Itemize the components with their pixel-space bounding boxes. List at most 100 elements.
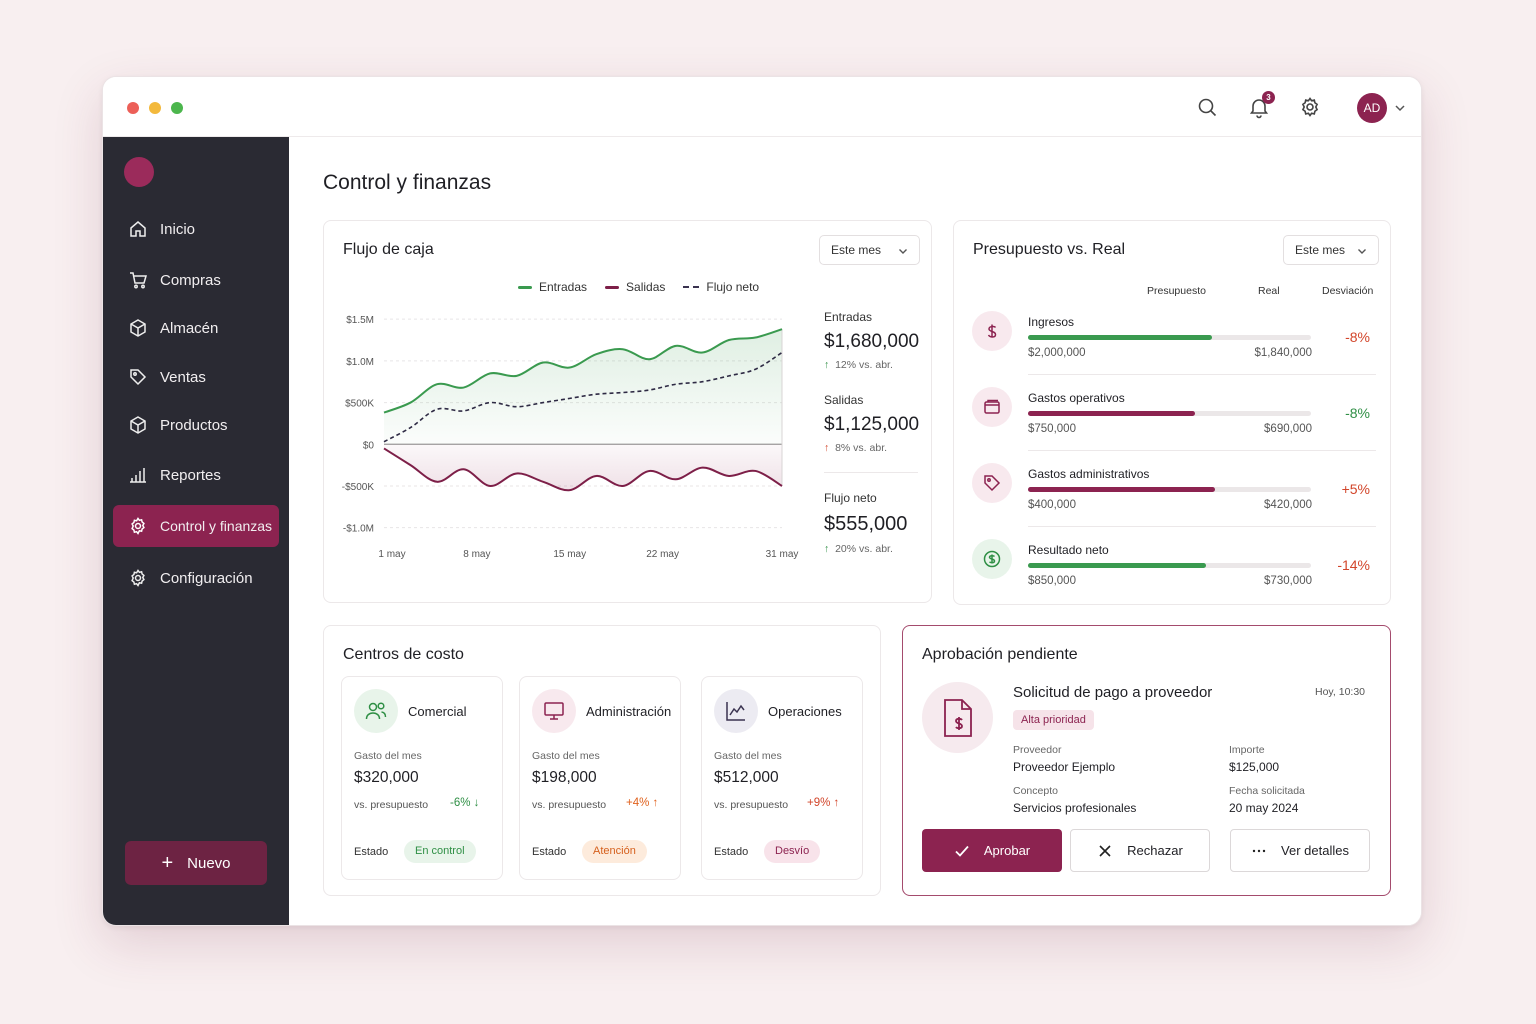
cashflow-period-value: Este mes (831, 243, 882, 257)
sidebar-item-almacen[interactable]: Almacén (113, 307, 279, 349)
y-tick-label: -$1.0M (343, 524, 374, 535)
monitor-icon (532, 689, 576, 733)
cost-center-state-label: Estado (714, 846, 749, 858)
cashflow-chart: $1.5M $1.0M $500K $0 -$500K -$1.0M 1 may 8 may 1… (342, 315, 799, 560)
budget-row-deviation: -14% (1337, 557, 1370, 573)
sidebar-item-productos[interactable]: Productos (113, 404, 279, 446)
stat-in-delta: ↑ 12% vs. abr. (824, 359, 893, 371)
gear-icon (128, 568, 148, 588)
reject-label: Rechazar (1127, 843, 1183, 858)
arrow-up-icon: ↑ (824, 442, 830, 454)
settings-gear-icon[interactable] (1298, 95, 1322, 119)
sidebar-item-label: Reportes (160, 466, 221, 484)
budget-row-name: Resultado neto (1028, 543, 1109, 557)
sidebar-item-inicio[interactable]: Inicio (113, 208, 279, 250)
chevron-down-icon[interactable] (1393, 101, 1407, 115)
legend-swatch (683, 286, 700, 288)
bell-icon[interactable]: 3 (1247, 91, 1275, 119)
sidebar-item-label: Control y finanzas (160, 518, 273, 534)
cashflow-period-select[interactable]: Este mes (819, 235, 920, 265)
cost-center-spend-label: Gasto del mes (354, 750, 422, 762)
amount-value: $125,000 (1229, 760, 1280, 774)
stat-out-value: $1,125,000 (824, 414, 920, 435)
cube-icon (128, 415, 148, 435)
document-dollar-icon (922, 682, 993, 753)
concept-value: Servicios profesionales (1013, 801, 1137, 815)
search-icon[interactable] (1195, 95, 1219, 119)
budget-row-name: Gastos administrativos (1028, 467, 1150, 481)
sidebar-item-reportes[interactable]: Reportes (113, 454, 279, 496)
stat-in-label: Entradas (824, 310, 873, 324)
check-icon (955, 845, 969, 857)
main-content: Control y finanzas Flujo de caja Este me… (289, 137, 1421, 925)
approve-button[interactable]: Aprobar (922, 829, 1062, 872)
tag-icon (972, 463, 1012, 503)
x-tick-label: 1 may (378, 549, 405, 560)
wallet-icon (972, 387, 1012, 427)
bar-chart-icon (128, 465, 148, 485)
budget-row-budget: $750,000 (1028, 423, 1076, 435)
cost-center-card[interactable]: Administración Gasto del mes $198,000 vs. p… (519, 676, 681, 880)
legend-item-flujo-neto[interactable]: Flujo neto (683, 280, 759, 294)
reject-button[interactable]: Rechazar (1070, 829, 1210, 872)
status-badge: Desvío (764, 840, 821, 863)
area-entradas (384, 329, 782, 445)
cashflow-title: Flujo de caja (343, 241, 434, 258)
arrow-up-icon: ↑ (824, 359, 830, 371)
budget-row-budget: $2,000,000 (1028, 347, 1086, 359)
stat-net-label: Flujo neto (824, 491, 877, 505)
legend-item-entradas[interactable]: Entradas (518, 280, 587, 294)
user-avatar[interactable]: AD (1357, 93, 1387, 123)
sidebar-item-label: Inicio (160, 220, 196, 238)
stat-net-value: $555,000 (824, 513, 908, 535)
window-minimize-button[interactable] (149, 102, 161, 114)
box-icon (128, 318, 148, 338)
x-tick-label: 31 may (766, 549, 799, 560)
sidebar-item-ventas[interactable]: Ventas (113, 356, 279, 398)
budget-title: Presupuesto vs. Real (973, 241, 1126, 258)
users-icon (354, 689, 398, 733)
sidebar-item-compras[interactable]: Compras (113, 259, 279, 301)
budget-period-select[interactable]: Este mes (1283, 235, 1379, 265)
sidebar-item-label: Compras (160, 271, 221, 289)
coin-icon (972, 539, 1012, 579)
row-divider (1028, 374, 1376, 375)
sidebar-item-configuracion[interactable]: Configuración (113, 557, 279, 599)
cost-center-pct: +9% ↑ (807, 797, 840, 809)
sidebar-item-label: Productos (160, 416, 228, 434)
budget-row-budget: $850,000 (1028, 575, 1076, 587)
page-title: Control y finanzas (323, 171, 492, 194)
stat-out-label: Salidas (824, 393, 864, 407)
sidebar: Inicio Compras Almacén Ventas Productos … (103, 137, 289, 925)
date-label: Fecha solicitada (1229, 785, 1305, 797)
budget-row-name: Ingresos (1028, 315, 1075, 329)
more-dots-icon (1252, 849, 1266, 852)
status-badge: Atención (582, 840, 647, 863)
legend-item-salidas[interactable]: Salidas (605, 280, 665, 294)
legend-label: Entradas (539, 280, 588, 294)
stat-divider (824, 472, 918, 473)
series-line-entradas (383, 328, 783, 414)
budget-row: Gastos operativos $750,000 $690,000 -8% (972, 375, 1376, 451)
cost-center-name: Operaciones (768, 704, 842, 719)
budget-progress-track (1028, 487, 1311, 492)
sidebar-item-label: Ventas (160, 368, 206, 386)
y-tick-label: $1.5M (346, 315, 374, 326)
priority-badge: Alta prioridad (1013, 710, 1094, 730)
details-label: Ver detalles (1281, 843, 1349, 858)
cost-center-card[interactable]: Comercial Gasto del mes $320,000 vs. presup… (341, 676, 503, 880)
budget-card: Presupuesto vs. Real Este mes Presupuest… (953, 220, 1391, 605)
new-button[interactable]: + Nuevo (125, 841, 267, 885)
approval-card: Aprobación pendiente Solicitud de pago a… (902, 625, 1391, 896)
stat-out-delta-text: 8% vs. abr. (835, 442, 888, 454)
supplier-value: Proveedor Ejemplo (1013, 760, 1116, 774)
sidebar-item-control-finanzas[interactable]: Control y finanzas (113, 505, 279, 547)
y-tick-label: $500K (345, 399, 374, 410)
cost-center-card[interactable]: Operaciones Gasto del mes $512,000 vs. pres… (701, 676, 863, 880)
view-details-button[interactable]: Ver detalles (1230, 829, 1370, 872)
window-close-button[interactable] (127, 102, 139, 114)
window-maximize-button[interactable] (171, 102, 183, 114)
chevron-down-icon (1356, 245, 1368, 257)
budget-row-name: Gastos operativos (1028, 391, 1125, 405)
cost-center-name: Administración (586, 704, 672, 719)
